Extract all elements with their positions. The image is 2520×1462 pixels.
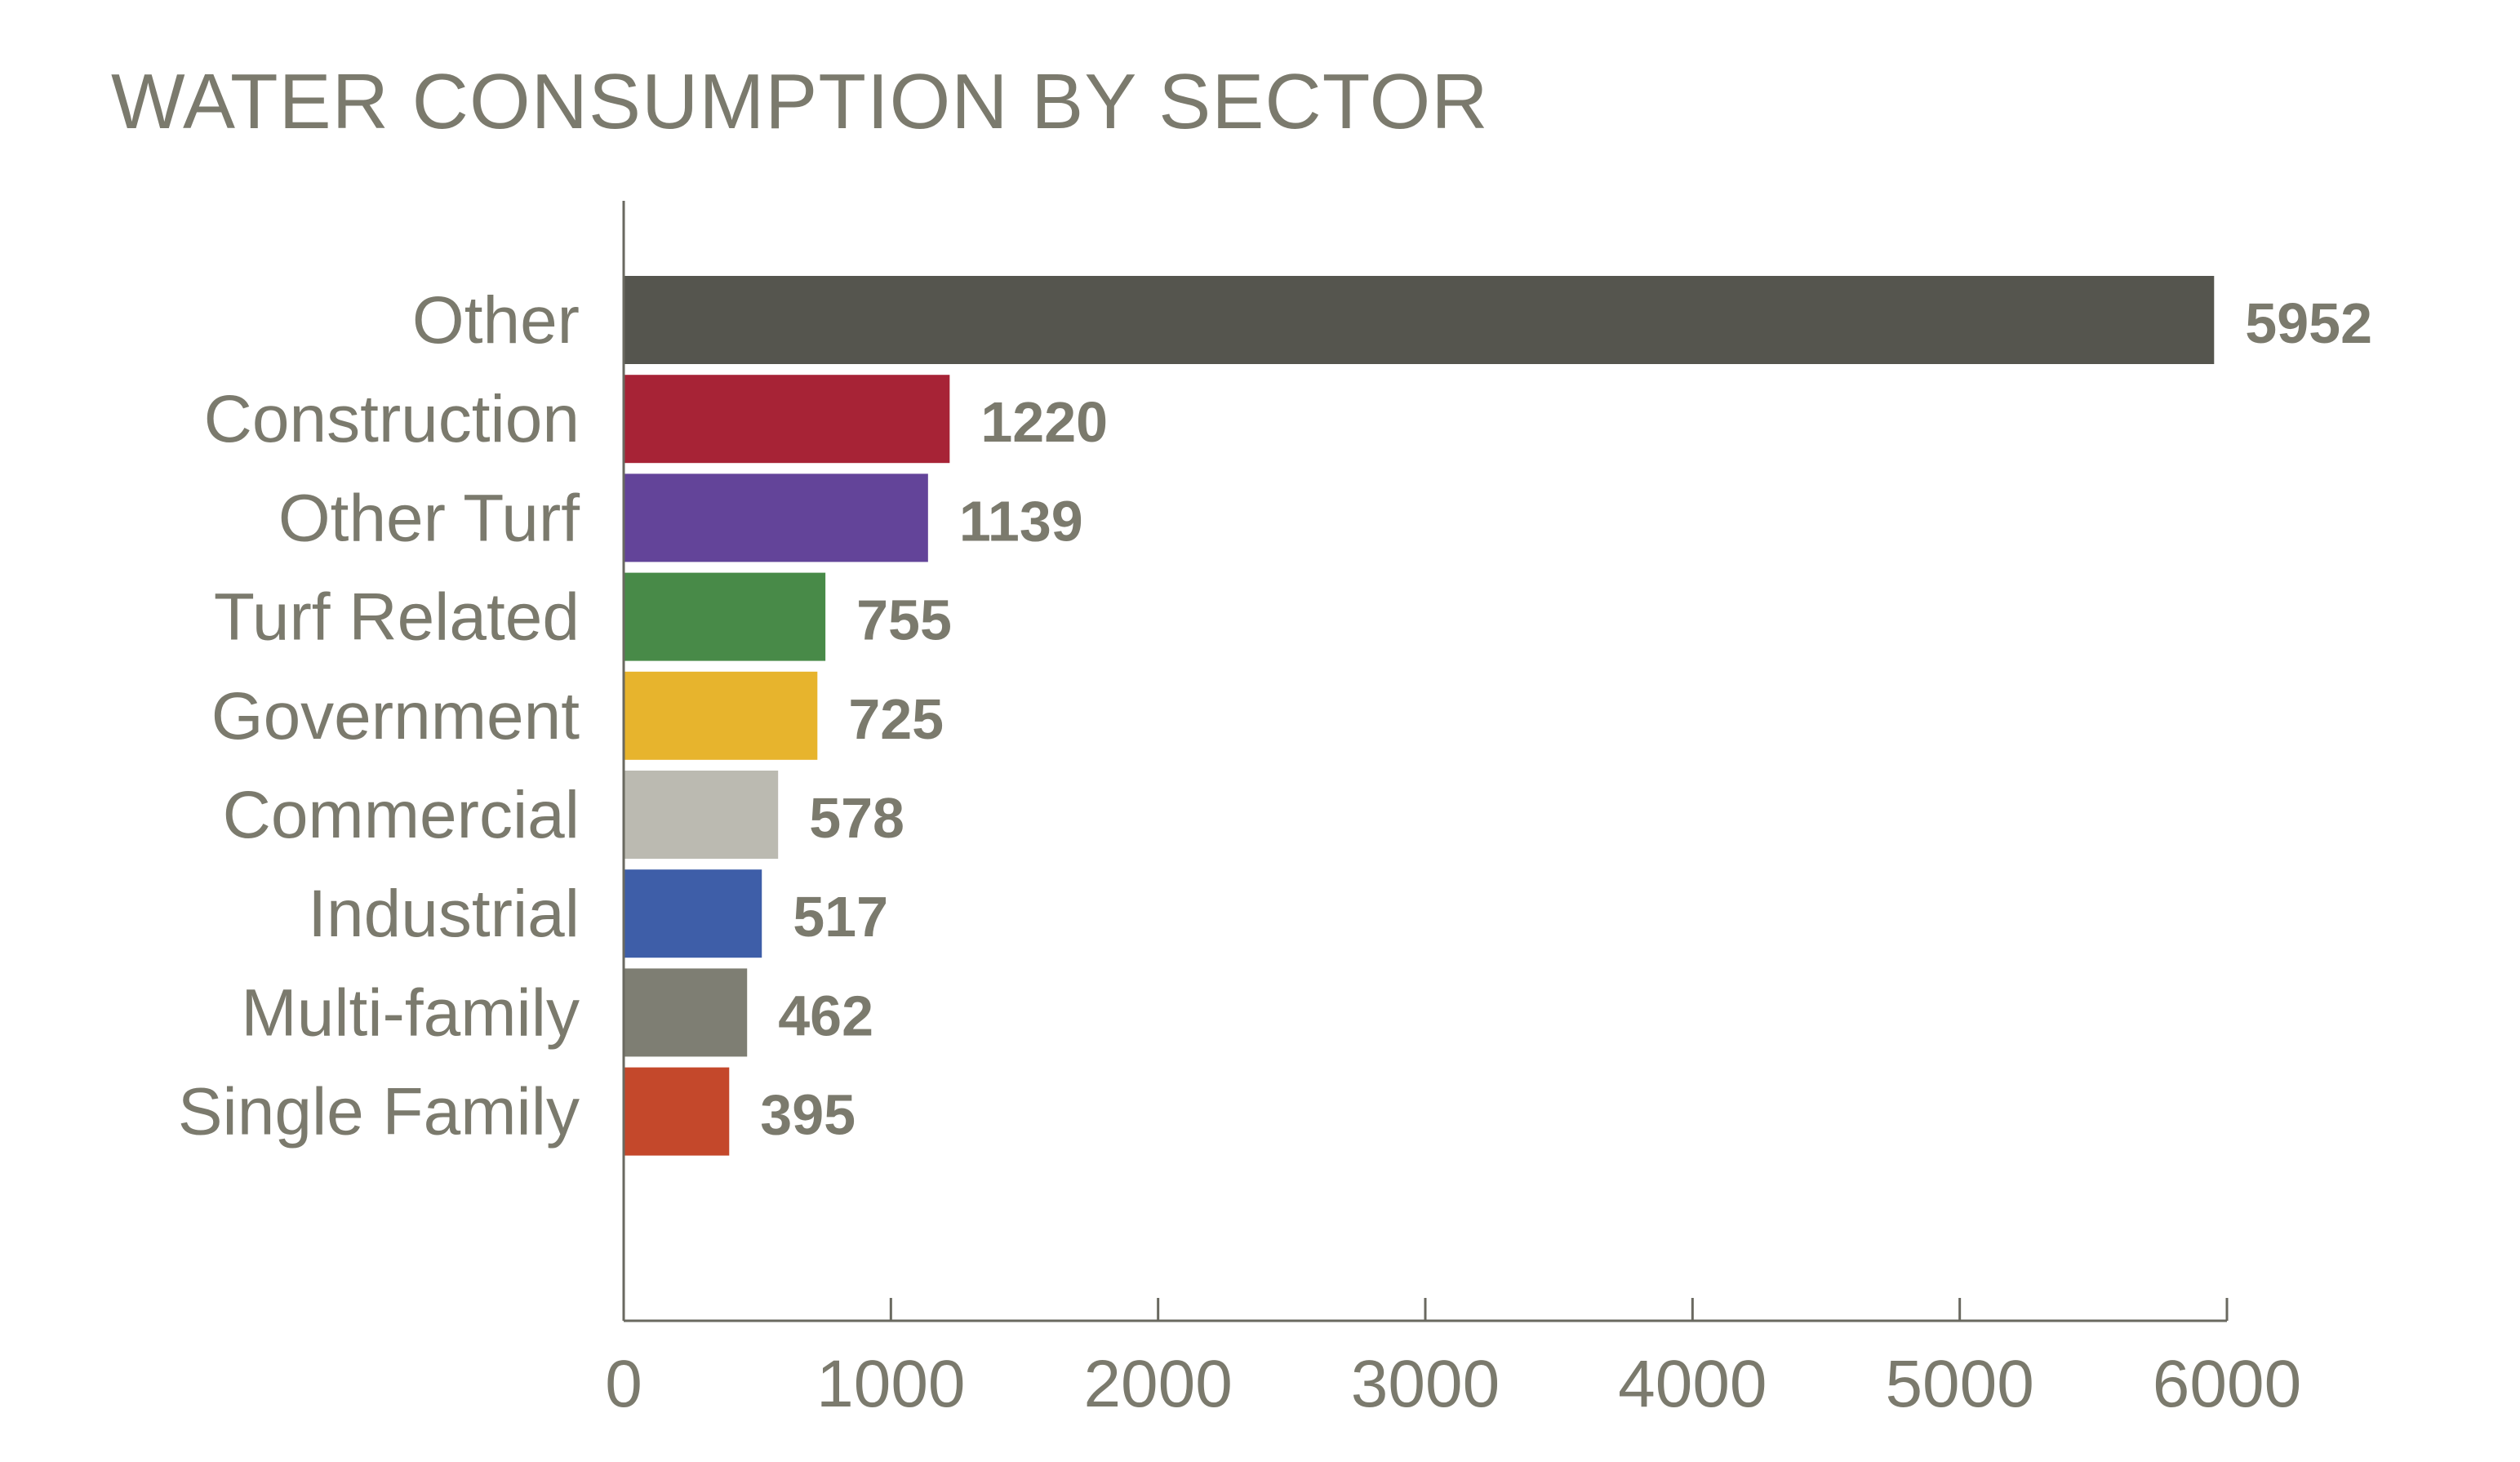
value-label-construction: 1220: [980, 390, 1108, 454]
x-tick-label-1000: 1000: [816, 1347, 965, 1421]
category-label-turf-related: Turf Related: [214, 580, 580, 655]
category-label-other-turf: Other Turf: [278, 481, 580, 555]
x-tick-label-5000: 5000: [1885, 1347, 2033, 1421]
value-label-other-turf: 1139: [959, 489, 1083, 553]
bar-turf-related: [624, 572, 826, 661]
bar-multi-family: [624, 968, 748, 1057]
category-label-construction: Construction: [204, 382, 580, 456]
category-label-industrial: Industrial: [308, 877, 580, 951]
value-label-industrial: 517: [793, 885, 888, 949]
category-label-multi-family: Multi-family: [241, 975, 580, 1050]
category-label-commercial: Commercial: [223, 778, 580, 852]
bars-layer: [624, 276, 2215, 1156]
category-label-other: Other: [412, 283, 580, 358]
value-label-other: 5952: [2245, 291, 2372, 355]
value-label-commercial: 578: [809, 786, 904, 850]
x-tick-label-2000: 2000: [1083, 1347, 1232, 1421]
category-labels: Other Construction Other Turf Turf Related G…: [178, 283, 580, 1149]
chart-title: WATER CONSUMPTION BY SECTOR: [111, 58, 1489, 145]
bar-other-turf: [624, 473, 928, 562]
value-label-single-family: 395: [760, 1083, 856, 1147]
category-label-government: Government: [211, 679, 580, 753]
bar-construction: [624, 375, 950, 464]
value-label-turf-related: 755: [856, 589, 952, 652]
x-axis: 0 1000 2000 3000 4000 5000 6000: [605, 201, 2301, 1421]
x-tick-label-6000: 6000: [2153, 1347, 2301, 1421]
x-tick-label-3000: 3000: [1351, 1347, 1500, 1421]
bar-commercial: [624, 771, 779, 859]
value-label-government: 725: [848, 687, 944, 751]
bar-single-family: [624, 1067, 730, 1156]
bar-government: [624, 671, 818, 760]
x-tick-label-0: 0: [605, 1347, 642, 1421]
bar-other: [624, 276, 2215, 364]
value-label-multi-family: 462: [778, 984, 873, 1047]
category-label-single-family: Single Family: [178, 1075, 580, 1149]
x-tick-label-4000: 4000: [1618, 1347, 1767, 1421]
bar-industrial: [624, 869, 762, 958]
